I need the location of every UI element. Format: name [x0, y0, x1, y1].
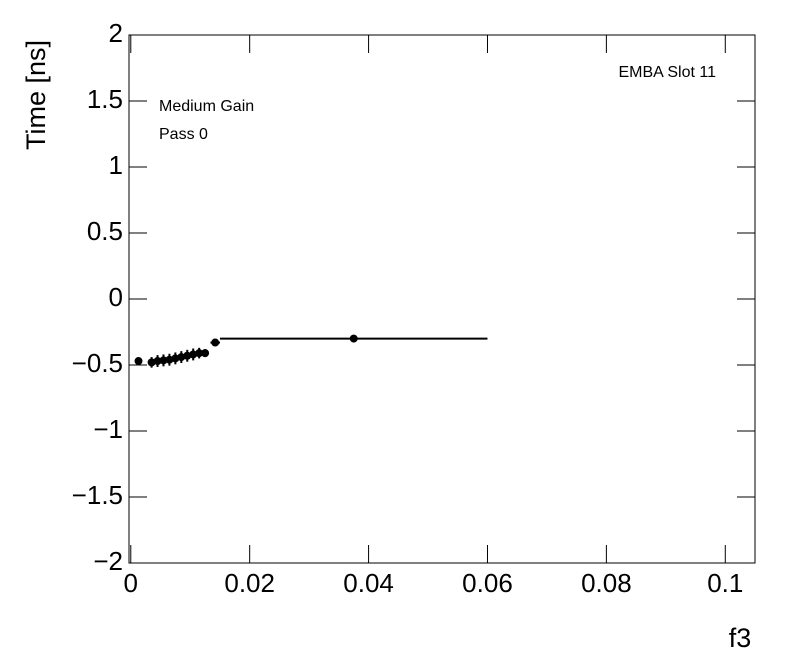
- x-tick-label: 0.08: [581, 568, 632, 598]
- point: [189, 350, 198, 359]
- x-tick-label: 0.04: [343, 568, 394, 598]
- y-tick-label: 1.5: [87, 84, 123, 114]
- point: [177, 353, 186, 362]
- point: [171, 354, 180, 363]
- y-tick-label: 1: [109, 150, 123, 180]
- point: [147, 358, 156, 367]
- x-tick-label: 0.02: [224, 568, 275, 598]
- y-tick-label: 2: [109, 18, 123, 48]
- point: [134, 357, 143, 366]
- point: [201, 349, 210, 358]
- x-tick-label: 0.06: [462, 568, 513, 598]
- point: [159, 356, 168, 365]
- y-tick-label: −1: [93, 414, 123, 444]
- y-tick-label: −0.5: [72, 348, 123, 378]
- y-tick-label: −1.5: [72, 480, 123, 510]
- x-tick-label: 0.1: [707, 568, 743, 598]
- y-tick-label: 0: [109, 282, 123, 312]
- x-axis-label: f3: [729, 623, 752, 653]
- annotation: Pass 0: [159, 126, 208, 143]
- point: [349, 334, 358, 343]
- point: [211, 338, 220, 347]
- annotation: EMBA Slot 11: [618, 64, 716, 81]
- point: [165, 355, 174, 364]
- point: [195, 349, 204, 358]
- x-tick-label: 0: [124, 568, 138, 598]
- annotation: Medium Gain: [159, 98, 254, 115]
- y-axis-label: Time [ns]: [21, 40, 51, 150]
- point: [153, 357, 162, 366]
- point: [183, 351, 192, 360]
- y-tick-label: 0.5: [87, 216, 123, 246]
- y-tick-label: −2: [93, 546, 123, 576]
